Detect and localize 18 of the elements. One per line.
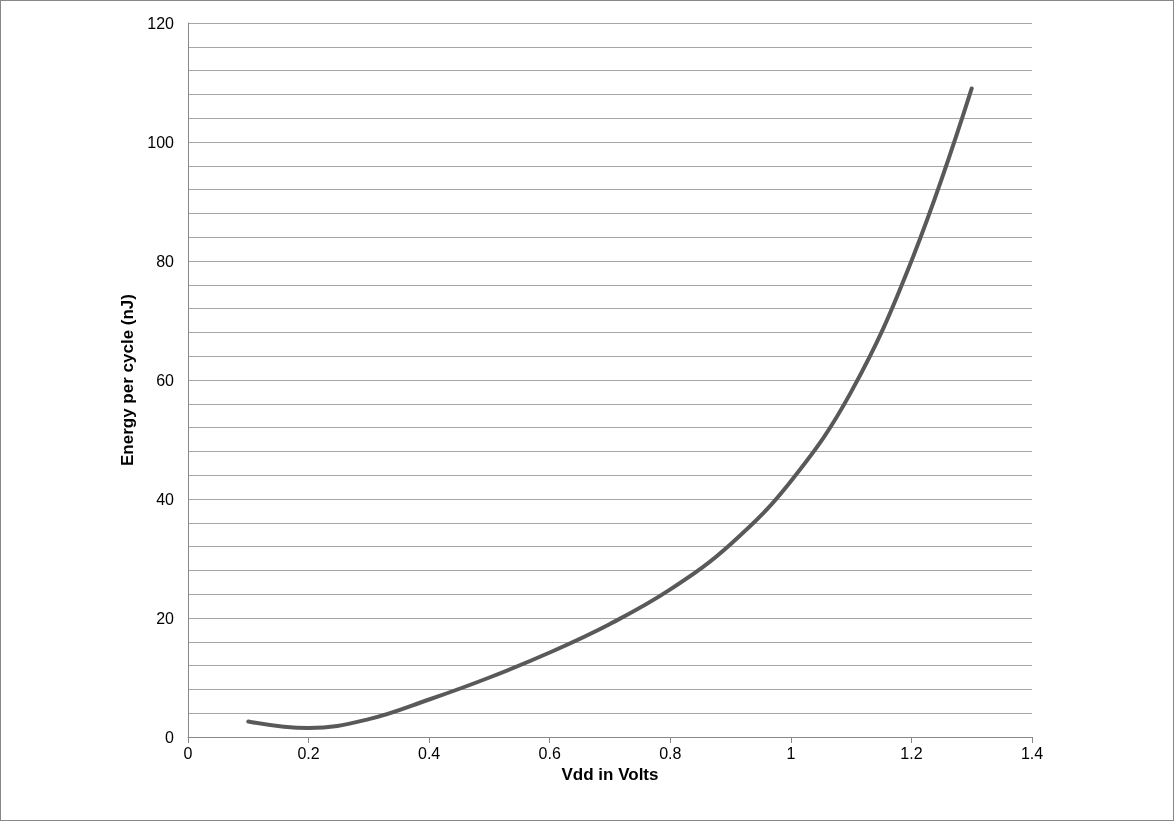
- y-tick-label: 40: [156, 490, 175, 508]
- y-tick-label: 100: [147, 133, 175, 151]
- x-tick-label: 1.2: [900, 744, 923, 762]
- x-tick-label: 0.2: [297, 744, 320, 762]
- y-tick-label: 60: [156, 371, 175, 389]
- x-tick-label: 0.6: [538, 744, 561, 762]
- y-axis-title: Energy per cycle (nJ): [118, 294, 137, 466]
- x-axis-title: Vdd in Volts: [561, 764, 659, 784]
- y-tick-label: 20: [156, 609, 175, 627]
- line-series: [246, 86, 974, 731]
- x-tick-label: 0: [183, 744, 193, 762]
- y-tick-label: 0: [165, 728, 175, 746]
- x-tick-label: 0.8: [659, 744, 682, 762]
- x-tick-label: 1.4: [1020, 744, 1044, 762]
- y-tick-label: 80: [156, 252, 175, 270]
- x-tick-label: 0.4: [418, 744, 441, 762]
- y-tick-label: 120: [147, 14, 175, 32]
- x-tick-label: 1: [786, 744, 796, 762]
